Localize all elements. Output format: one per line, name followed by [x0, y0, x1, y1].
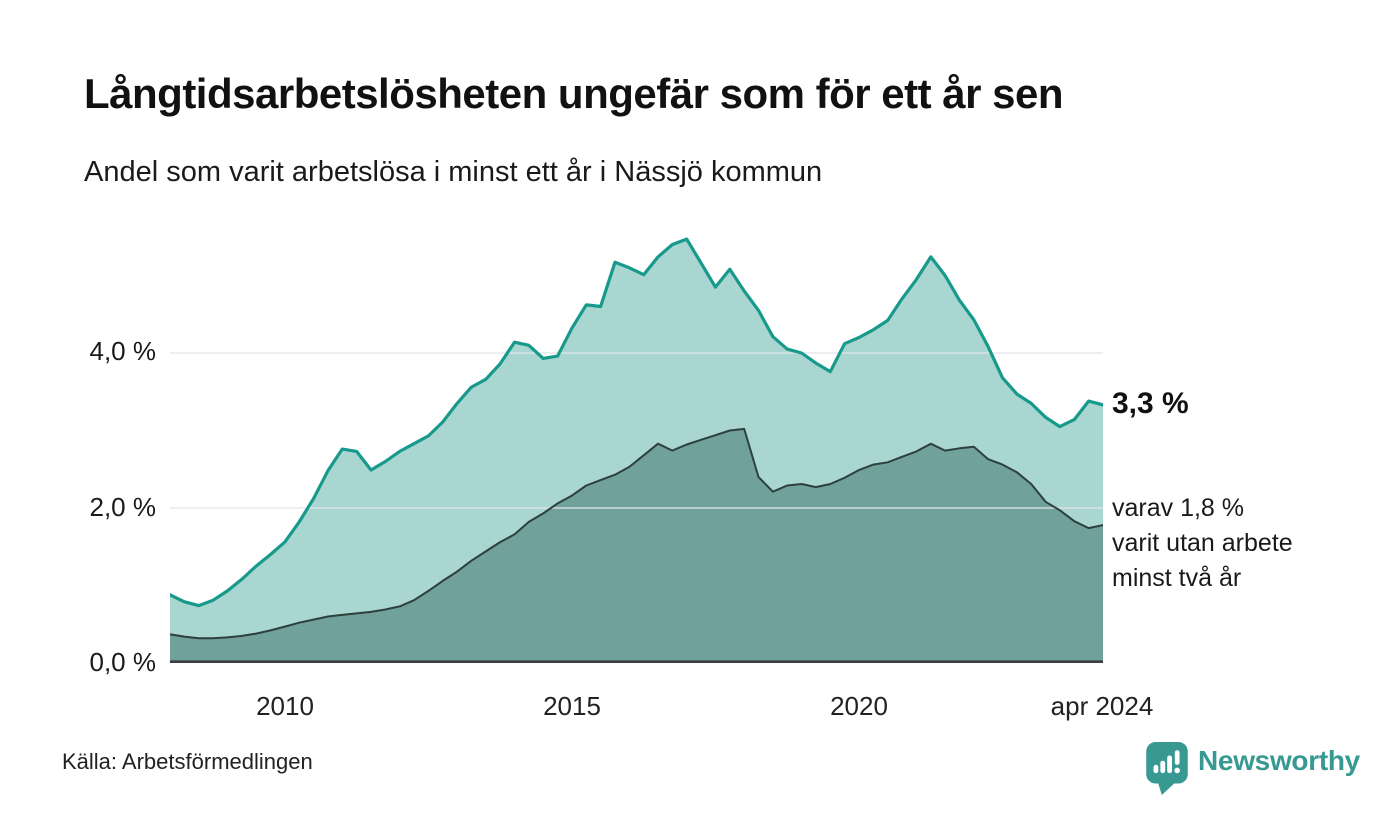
source-note: Källa: Arbetsförmedlingen: [62, 749, 313, 774]
line-series-two-year: [170, 427, 1103, 640]
secondary-annotation: varav 1,8 % varit utan arbete minst två …: [1112, 491, 1293, 596]
chart-subtitle: Andel som varit arbetslösa i minst ett å…: [84, 156, 823, 188]
x-axis-label-2020: 2020: [830, 691, 888, 721]
x-axis-label-apr-2024: apr 2024: [1050, 691, 1154, 721]
line-series-one-year: [170, 237, 1103, 608]
secondary-annotation-line-1: varav 1,8 %: [1112, 494, 1245, 522]
newsworthy-wordmark: Newsworthy: [1198, 745, 1360, 776]
secondary-annotation-line-2: varit utan arbete: [1112, 529, 1293, 557]
newsworthy-logo: Newsworthy: [1146, 742, 1360, 796]
y-axis-label-4: 4,0 %: [89, 336, 157, 366]
chart-title: Långtidsarbetslösheten ungefär som för e…: [84, 70, 1064, 117]
x-axis-label-2010: 2010: [256, 691, 314, 721]
newsworthy-logo-icon: [1146, 742, 1188, 795]
end-value-label: 3,3 %: [1112, 387, 1189, 420]
y-axis-label-2: 2,0 %: [89, 492, 157, 522]
gridlines: [170, 352, 1103, 509]
area-series-two-year: [170, 428, 1103, 663]
secondary-annotation-line-3: minst två år: [1112, 564, 1242, 592]
x-axis-label-2015: 2015: [543, 691, 601, 721]
area-chart: [170, 237, 1103, 663]
y-axis-label-0: 0,0 %: [89, 647, 157, 677]
